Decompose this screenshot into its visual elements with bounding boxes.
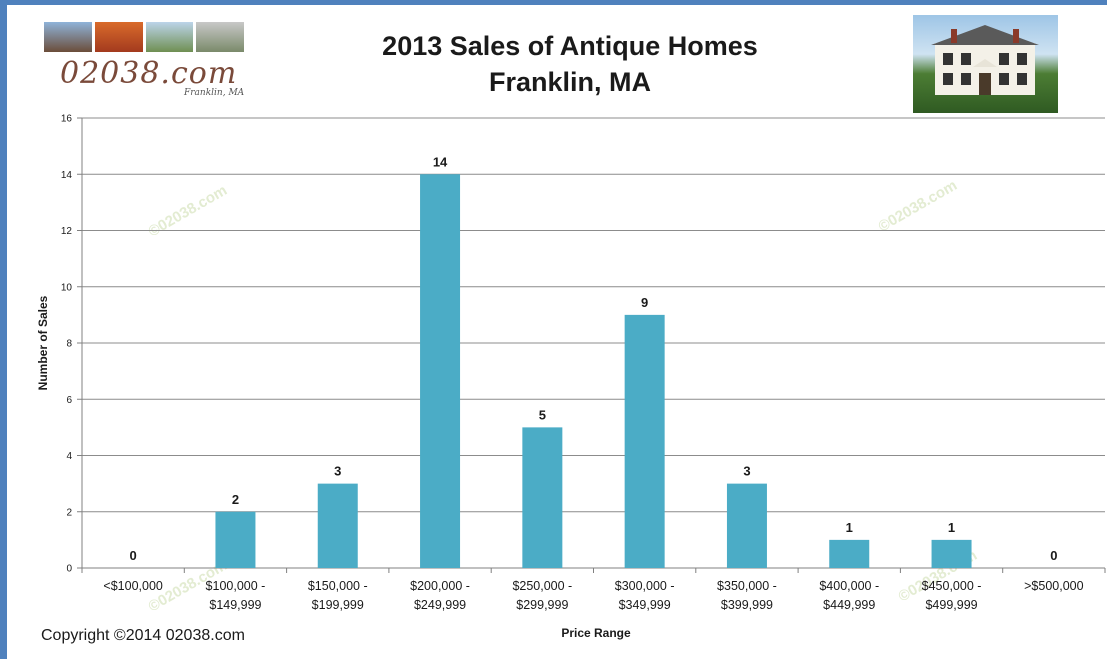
y-tick-label-2: 2 bbox=[66, 507, 72, 518]
x-tick-label-8-1: $499,999 bbox=[925, 598, 977, 612]
data-label-5: 9 bbox=[641, 295, 648, 310]
logo-subtitle: Franklin, MA bbox=[184, 88, 245, 98]
x-tick-label-1-0: $100,000 - bbox=[206, 579, 266, 593]
copyright-text: Copyright ©2014 02038.com bbox=[41, 627, 245, 644]
x-tick-label-5-1: $349,999 bbox=[619, 598, 671, 612]
x-tick-label-4-1: $299,999 bbox=[516, 598, 568, 612]
data-label-0: 0 bbox=[130, 548, 137, 563]
x-tick-label-9-0: >$500,000 bbox=[1024, 579, 1083, 593]
title-line-2: Franklin, MA bbox=[488, 67, 651, 97]
house-illustration bbox=[931, 25, 1039, 95]
data-label-3: 14 bbox=[433, 154, 448, 169]
watermark-0: ©02038.com bbox=[145, 182, 230, 241]
data-label-7: 1 bbox=[846, 520, 853, 535]
x-tick-label-0-0: <$100,000 bbox=[103, 579, 162, 593]
x-tick-label-6-1: $399,999 bbox=[721, 598, 773, 612]
x-tick-label-7-1: $449,999 bbox=[823, 598, 875, 612]
y-axis-title: Number of Sales bbox=[36, 295, 50, 390]
data-label-6: 3 bbox=[743, 464, 750, 479]
bar-2 bbox=[317, 483, 358, 568]
data-label-2: 3 bbox=[334, 464, 341, 479]
title-line-1: 2013 Sales of Antique Homes bbox=[382, 31, 758, 61]
chart-title: 2013 Sales of Antique Homes Franklin, MA bbox=[300, 28, 840, 100]
bar-6 bbox=[726, 483, 767, 568]
y-tick-label-4: 4 bbox=[66, 451, 72, 462]
y-tick-label-8: 8 bbox=[66, 339, 72, 350]
data-label-8: 1 bbox=[948, 520, 955, 535]
watermark-1: ©02038.com bbox=[875, 177, 960, 236]
logo-text: 02038.com bbox=[60, 56, 238, 91]
x-tick-label-1-1: $149,999 bbox=[209, 598, 261, 612]
house-photo bbox=[913, 15, 1058, 113]
x-tick-label-4-0: $250,000 - bbox=[512, 579, 572, 593]
y-tick-label-10: 10 bbox=[61, 282, 73, 293]
x-tick-label-8-0: $450,000 - bbox=[922, 579, 982, 593]
data-label-9: 0 bbox=[1050, 548, 1057, 563]
logo-photo-strip bbox=[44, 22, 244, 52]
x-tick-label-3-0: $200,000 - bbox=[410, 579, 470, 593]
y-tick-label-0: 0 bbox=[66, 564, 72, 575]
x-tick-label-6-0: $350,000 - bbox=[717, 579, 777, 593]
data-label-1: 2 bbox=[232, 492, 239, 507]
bar-4 bbox=[522, 427, 563, 568]
x-tick-label-7-0: $400,000 - bbox=[819, 579, 879, 593]
x-tick-label-2-0: $150,000 - bbox=[308, 579, 368, 593]
y-tick-label-6: 6 bbox=[66, 395, 72, 406]
bar-1 bbox=[215, 511, 256, 568]
y-tick-label-12: 12 bbox=[61, 226, 73, 237]
bar-8 bbox=[931, 539, 972, 568]
x-axis-title: Price Range bbox=[561, 626, 631, 640]
data-label-4: 5 bbox=[539, 407, 546, 422]
x-tick-label-2-1: $199,999 bbox=[312, 598, 364, 612]
x-tick-label-3-1: $249,999 bbox=[414, 598, 466, 612]
y-tick-label-14: 14 bbox=[61, 170, 73, 181]
bar-5 bbox=[624, 314, 665, 568]
bar-7 bbox=[829, 539, 870, 568]
y-tick-label-16: 16 bbox=[61, 114, 73, 125]
x-tick-label-5-0: $300,000 - bbox=[615, 579, 675, 593]
bar-3 bbox=[420, 174, 461, 568]
